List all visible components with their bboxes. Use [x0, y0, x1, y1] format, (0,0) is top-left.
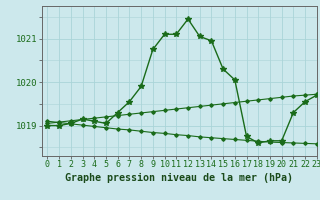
X-axis label: Graphe pression niveau de la mer (hPa): Graphe pression niveau de la mer (hPa) — [65, 173, 293, 183]
